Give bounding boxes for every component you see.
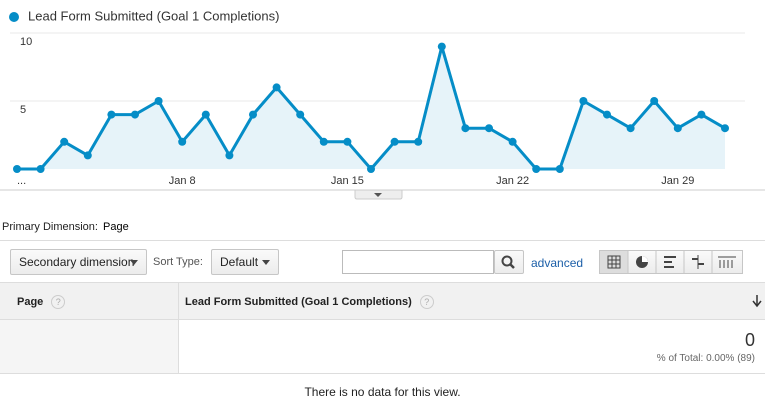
point (154, 97, 163, 105)
point (343, 137, 352, 146)
divider (0, 240, 765, 241)
column-divider (178, 282, 179, 374)
point (414, 137, 423, 146)
sort-type-button[interactable]: Default (211, 249, 279, 275)
y-tick-label: 5 (20, 104, 26, 116)
total-row-left (0, 320, 178, 374)
point (272, 83, 281, 92)
chart: Lead Form Submitted (Goal 1 Completions)… (0, 8, 765, 200)
point (673, 124, 682, 133)
point (83, 151, 92, 160)
view-icons (600, 251, 736, 273)
point (697, 110, 706, 119)
table-header (0, 282, 765, 320)
search-input[interactable] (342, 250, 494, 274)
total-row-right (179, 320, 765, 374)
total-value: 0 (744, 330, 755, 350)
point (225, 151, 234, 160)
secondary-dimension-button[interactable]: Secondary dimension (10, 249, 147, 275)
area (17, 46, 725, 169)
advanced-link[interactable]: advanced (531, 256, 584, 270)
y-tick-label: 10 (20, 36, 32, 48)
point (178, 137, 187, 146)
empty-message: There is no data for this view. (304, 385, 461, 399)
x-tick-label: Jan 8 (169, 175, 196, 187)
point (36, 165, 45, 173)
primary-dimension-label: Primary Dimension: (2, 221, 98, 233)
point (13, 165, 21, 173)
help-icon[interactable]: ? (51, 295, 66, 309)
point (60, 137, 69, 146)
point (626, 124, 635, 133)
column-header[interactable]: Lead Form Submitted (Goal 1 Completions)… (185, 295, 434, 309)
caret (130, 260, 138, 265)
legend-label[interactable]: Lead Form Submitted (Goal 1 Completions) (28, 8, 279, 23)
view-pivot[interactable] (718, 256, 736, 268)
x-tick-label: Jan 15 (331, 175, 364, 187)
point (579, 97, 588, 105)
view-switcher (599, 250, 743, 274)
point (107, 110, 116, 119)
secondary-dimension-text: Secondary dimension (19, 255, 135, 269)
collapse-arrow (374, 193, 382, 197)
view-table[interactable] (600, 251, 628, 273)
point (555, 165, 564, 173)
point (201, 110, 210, 119)
sort-type-text: Default (220, 255, 259, 269)
point (131, 110, 139, 119)
plot: 5 10... Jan 8 Jan 15 Jan 22 Jan 29 (10, 32, 745, 187)
caret (262, 260, 270, 265)
point (603, 110, 611, 119)
point (296, 110, 305, 119)
search-icon (501, 255, 515, 269)
legend-dot (9, 12, 19, 22)
sort-type-label: Sort Type: (153, 256, 203, 268)
search-button[interactable] (494, 250, 524, 274)
column-header-text: Lead Form Submitted (Goal 1 Completions) (185, 295, 412, 308)
point (319, 137, 328, 146)
column-header-text: Page (17, 295, 44, 308)
point (437, 42, 446, 51)
point (650, 97, 659, 105)
sort-arrow[interactable] (751, 294, 763, 308)
help-icon[interactable]: ? (419, 295, 434, 309)
point (367, 165, 375, 173)
point (390, 137, 399, 146)
point (461, 124, 470, 133)
x-tick-label: ... (17, 175, 26, 187)
primary-dimension-value[interactable]: Page (103, 221, 129, 233)
x-tick-label: Jan 29 (661, 175, 694, 187)
point (721, 124, 729, 133)
view-bars[interactable] (664, 256, 676, 258)
point (532, 165, 541, 173)
point (508, 137, 517, 146)
point (485, 124, 493, 133)
point (249, 110, 257, 119)
column-header[interactable]: Page? (17, 295, 66, 309)
x-tick-label: Jan 22 (496, 175, 529, 187)
total-note: % of Total: 0.00% (89) (656, 353, 755, 364)
